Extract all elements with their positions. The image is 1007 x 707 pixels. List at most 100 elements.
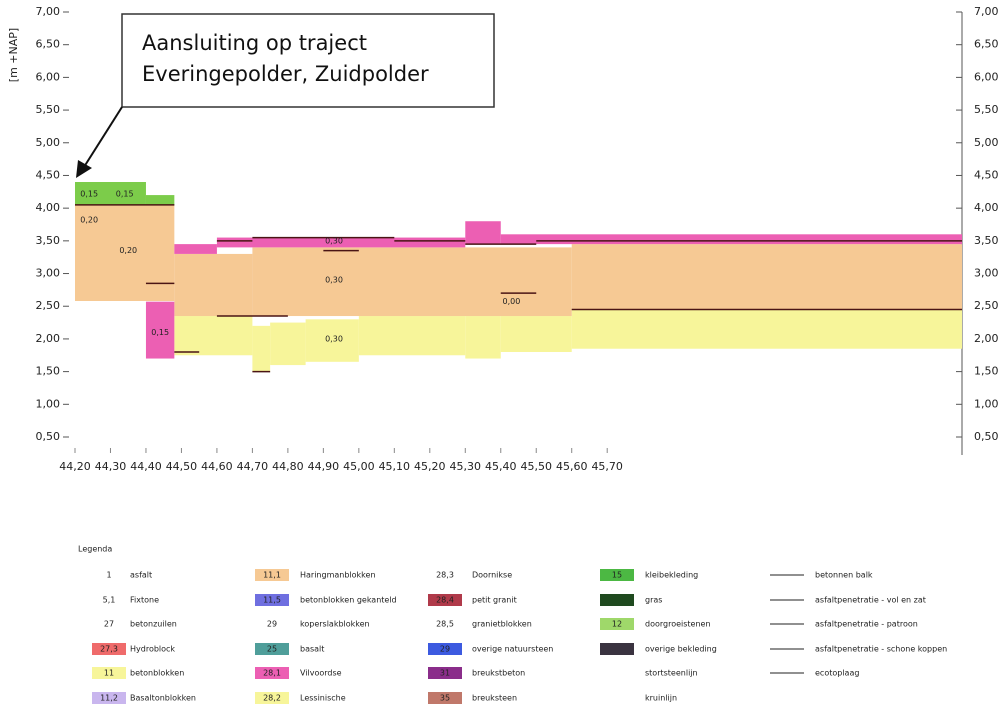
legend-label: overige natuursteen	[472, 645, 553, 654]
layer-segment	[500, 316, 572, 352]
y-tick-label-right: 6,50	[974, 38, 999, 51]
y-tick-label: 1,50	[36, 365, 61, 378]
legend-swatch	[428, 594, 462, 606]
x-tick-label: 44,60	[201, 460, 233, 473]
legend-swatch	[255, 569, 289, 581]
x-tick-label: 45,20	[414, 460, 446, 473]
legend-label: asfaltpenetratie - schone koppen	[815, 645, 947, 654]
thickness-label: 0,15	[151, 328, 169, 337]
layer-segment	[465, 316, 501, 359]
legend-label: betonzuilen	[130, 620, 177, 629]
y-tick-label: 4,00	[36, 201, 61, 214]
layer-segment	[500, 234, 962, 245]
thickness-label: 0,20	[80, 215, 98, 224]
y-tick-label-right: 1,50	[974, 365, 999, 378]
x-tick-label: 45,30	[450, 460, 482, 473]
callout-arrow	[83, 106, 123, 168]
legend-label: Hydroblock	[130, 645, 175, 654]
y-tick-label: 5,00	[36, 136, 61, 149]
x-tick-label: 45,00	[343, 460, 375, 473]
legend-swatch	[255, 594, 289, 606]
legend-label: gras	[645, 596, 662, 605]
layer-segment	[571, 244, 962, 310]
legend-label: asfalt	[130, 571, 152, 580]
y-tick-label-right: 3,00	[974, 267, 999, 280]
layer-segment	[305, 319, 359, 362]
y-tick-label: 6,00	[36, 70, 61, 83]
legend-swatch	[92, 692, 126, 704]
thickness-label: 0,15	[116, 189, 134, 198]
legend-code: 28,5	[436, 620, 454, 629]
legend-label: betonnen balk	[815, 571, 873, 580]
x-tick-label: 45,40	[485, 460, 517, 473]
y-tick-label-right: 2,00	[974, 332, 999, 345]
legend-code: 11,1	[263, 571, 281, 580]
x-tick-label: 45,60	[556, 460, 588, 473]
layer-segment	[252, 325, 271, 372]
legend-label: granietblokken	[472, 620, 532, 629]
thickness-label: 0,20	[119, 246, 137, 255]
layer-segment	[216, 237, 466, 248]
legend-code: 29	[440, 645, 450, 654]
layer-segment	[145, 195, 175, 205]
y-tick-label: 4,50	[36, 168, 61, 181]
y-tick-label: 6,50	[36, 38, 61, 51]
legend-swatch	[428, 643, 462, 655]
legend-label: doorgroeistenen	[645, 620, 711, 629]
legend-label: asfaltpenetratie - vol en zat	[815, 596, 926, 605]
y-tick-label-right: 5,50	[974, 103, 999, 116]
layer-segment	[174, 316, 253, 356]
y-tick-label-right: 7,00	[974, 5, 999, 18]
x-tick-label: 44,70	[237, 460, 269, 473]
layer-segment	[145, 301, 175, 359]
legend-code: 28,4	[436, 596, 454, 605]
legend-swatch	[92, 667, 126, 679]
x-tick-label: 45,50	[520, 460, 552, 473]
legend-code: 35	[440, 694, 450, 703]
y-tick-label-right: 3,50	[974, 234, 999, 247]
y-tick-label: 1,00	[36, 397, 61, 410]
legend-label: Haringmanblokken	[300, 571, 376, 580]
y-tick-label-right: 1,00	[974, 397, 999, 410]
y-tick-label-right: 6,00	[974, 70, 999, 83]
x-tick-label: 45,70	[591, 460, 623, 473]
y-tick-label: 3,50	[36, 234, 61, 247]
legend-code: 25	[267, 645, 277, 654]
legend-code: 11	[104, 669, 114, 678]
legend-title: Legenda	[78, 545, 112, 554]
thickness-label: 0,30	[325, 276, 343, 285]
layer-segment	[174, 253, 253, 317]
legend-label: breuksteen	[472, 694, 517, 703]
thickness-label: 0,15	[80, 189, 98, 198]
x-tick-label: 44,90	[308, 460, 340, 473]
legend-label: asfaltpenetratie - patroon	[815, 620, 918, 629]
legend-code: 28,2	[263, 694, 281, 703]
y-tick-label-right: 2,50	[974, 299, 999, 312]
x-tick-label: 44,80	[272, 460, 304, 473]
legend-label: koperslakblokken	[300, 620, 370, 629]
x-tick-label: 45,10	[379, 460, 411, 473]
x-tick-label: 44,40	[130, 460, 162, 473]
thickness-label: 0,00	[502, 297, 520, 306]
legend-label: basalt	[300, 645, 324, 654]
layer-segment	[174, 244, 217, 254]
legend-code: 27,3	[100, 645, 118, 654]
y-tick-label: 7,00	[36, 5, 61, 18]
legend-code: 11,2	[100, 694, 118, 703]
y-tick-label-right: 4,00	[974, 201, 999, 214]
legend-code: 28,1	[263, 669, 281, 678]
legend-swatch	[600, 594, 634, 606]
legend-code: 31	[440, 669, 450, 678]
layer-segment	[75, 182, 146, 205]
legend-swatch	[255, 667, 289, 679]
callout-arrowhead	[76, 160, 92, 178]
legend-label: Doornikse	[472, 571, 512, 580]
layer-segment	[571, 309, 962, 349]
x-tick-label: 44,50	[166, 460, 198, 473]
y-tick-label: 3,00	[36, 267, 61, 280]
legend-code: 12	[612, 620, 622, 629]
legend-code: 5,1	[103, 596, 116, 605]
layer-segment	[465, 221, 501, 245]
y-tick-label: 2,50	[36, 299, 61, 312]
